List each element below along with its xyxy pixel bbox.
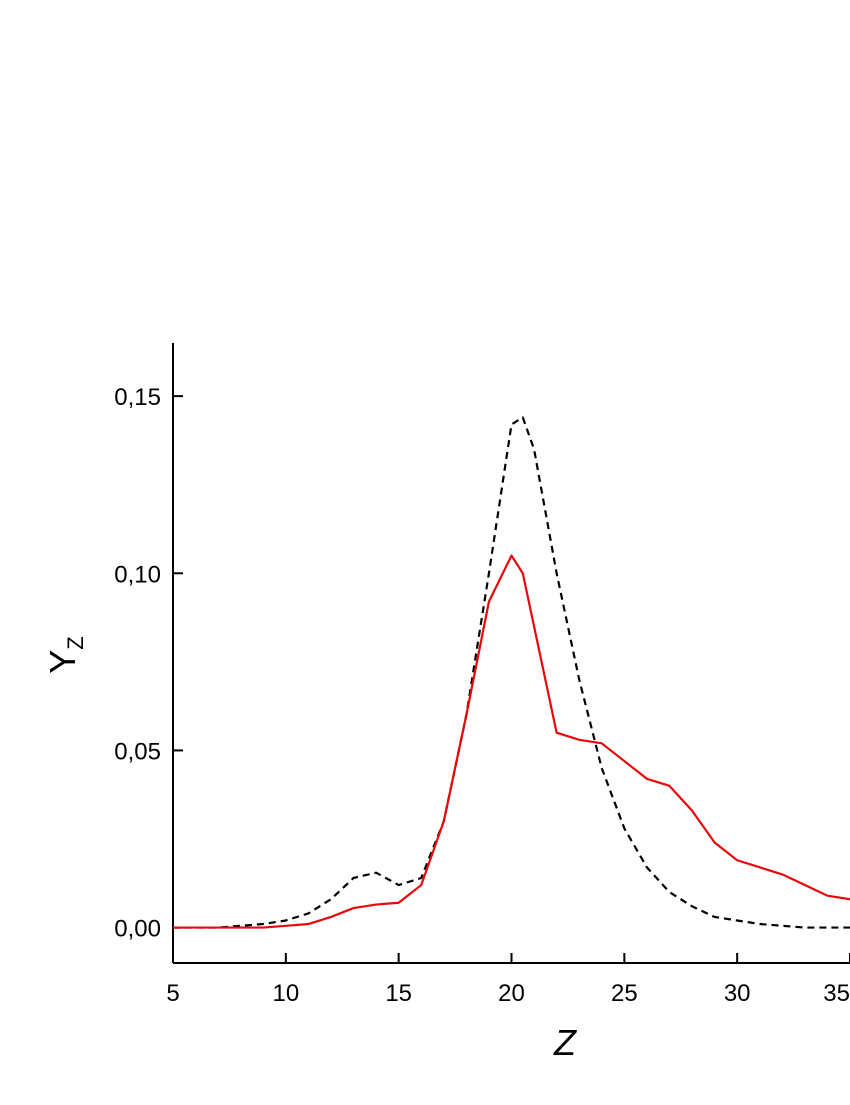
y-axis-label: YZ <box>42 636 88 673</box>
x-tick-label: 20 <box>498 980 525 1007</box>
x-tick-label: 35 <box>823 980 850 1007</box>
y-axis-label-main: Y <box>42 650 83 674</box>
y-tick-label: 0,10 <box>114 561 161 588</box>
x-axis-label: Z <box>553 1022 577 1063</box>
y-tick-label: 0,15 <box>114 384 161 411</box>
line-series <box>173 416 850 929</box>
y-tick-label: 0,00 <box>114 916 161 943</box>
x-tick-label: 25 <box>611 980 638 1007</box>
line-series <box>173 554 850 929</box>
x-tick-label: 30 <box>724 980 751 1007</box>
x-tick-label: 15 <box>385 980 412 1007</box>
y-tick-label: 0,05 <box>114 738 161 765</box>
y-axis-label-subscript: Z <box>63 636 88 649</box>
x-tick-label: 10 <box>272 980 299 1007</box>
x-tick-label: 5 <box>166 980 179 1007</box>
